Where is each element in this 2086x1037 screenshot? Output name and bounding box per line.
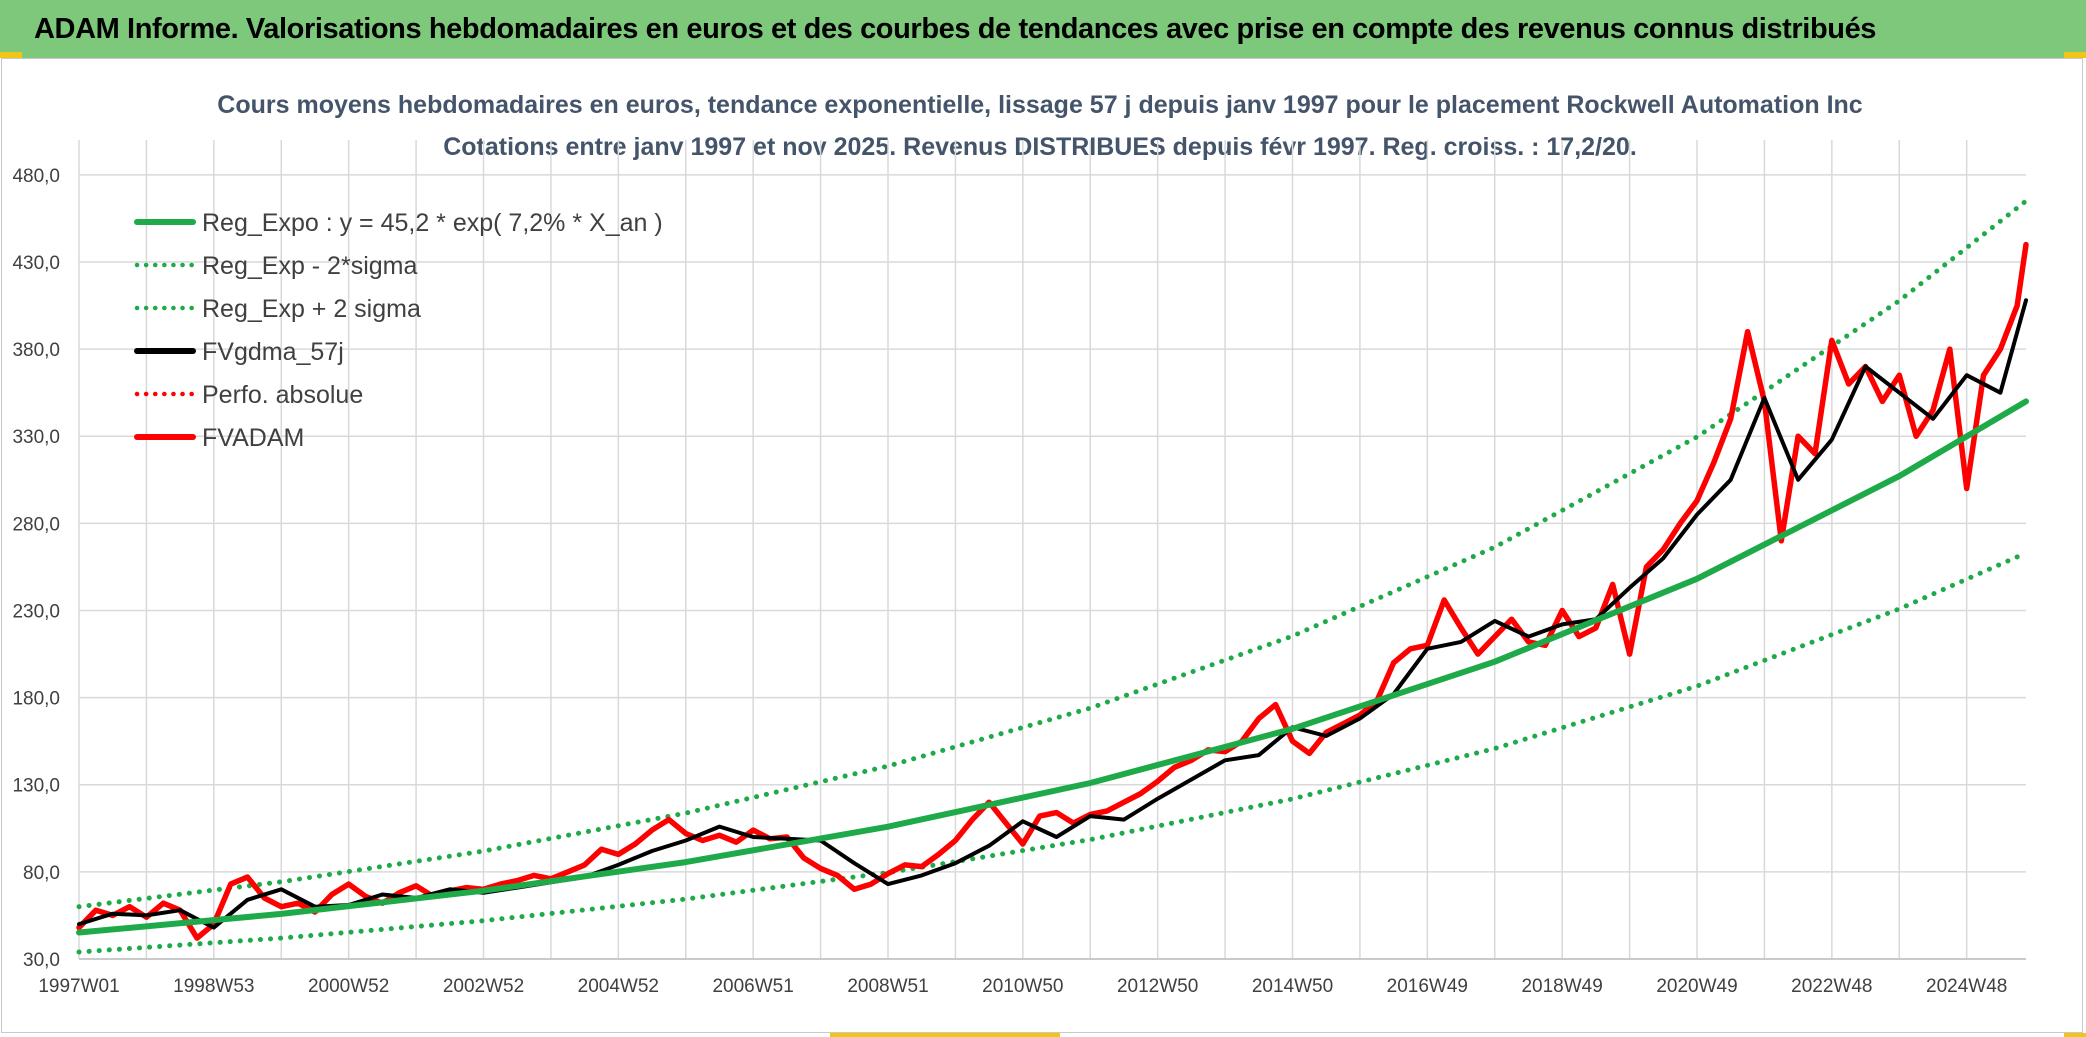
y-tick-label: 30,0: [23, 950, 60, 971]
corner-accent-bottom-middle: [830, 1033, 1060, 1037]
corner-accent-bottom-right: [2064, 1033, 2086, 1037]
legend-label: Reg_Exp + 2 sigma: [202, 295, 421, 323]
y-tick-label: 180,0: [12, 689, 60, 710]
x-tick-label: 2018W49: [1521, 976, 1602, 997]
x-tick-label: 2008W51: [847, 976, 928, 997]
chart-title: Cours moyens hebdomadaires en euros, ten…: [217, 91, 1862, 119]
axis-labels: 30,0 80,0 130,0 180,0 230,0 280,0 330,0 380,0 43…: [12, 166, 2026, 997]
series-lines: [76, 198, 2029, 955]
x-tick-label: 2012W50: [1117, 976, 1198, 997]
legend: Reg_Expo : y = 45,2 * exp( 7,2% * X_an )…: [134, 209, 663, 452]
chart-subtitle: Cotations entre janv 1997 et nov 2025. R…: [443, 133, 1637, 161]
x-tick-label: 2004W52: [578, 976, 659, 997]
corner-accent-top-left: [0, 52, 22, 58]
x-tick-label: 2014W50: [1252, 976, 1333, 997]
y-tick-label: 230,0: [12, 601, 60, 622]
corner-accent-top-right: [2064, 52, 2086, 58]
x-tick-label: 2000W52: [308, 976, 389, 997]
y-tick-label: 430,0: [12, 253, 60, 274]
x-tick-label: 2002W52: [443, 976, 524, 997]
report-banner: ADAM Informe. Valorisations hebdomadaire…: [0, 0, 2086, 58]
legend-label: Reg_Expo : y = 45,2 * exp( 7,2% * X_an ): [202, 209, 663, 237]
legend-label: FVgdma_57j: [202, 338, 344, 366]
x-tick-label: 2024W48: [1926, 976, 2007, 997]
legend-label: FVADAM: [202, 424, 304, 452]
x-tick-label: 2022W48: [1791, 976, 1872, 997]
fvadam-line: [76, 241, 2029, 941]
reg-minus-2sigma-line: [76, 550, 2029, 955]
y-tick-label: 280,0: [12, 514, 60, 535]
report-title: ADAM Informe. Valorisations hebdomadaire…: [34, 12, 1877, 45]
y-tick-label: 480,0: [12, 166, 60, 187]
legend-label: Reg_Exp - 2*sigma: [202, 252, 417, 280]
y-tick-label: 330,0: [12, 427, 60, 448]
reg-expo-line: [76, 398, 2029, 936]
y-tick-label: 380,0: [12, 340, 60, 361]
x-tick-label: 2016W49: [1387, 976, 1468, 997]
x-tick-label: 2006W51: [712, 976, 793, 997]
y-tick-label: 80,0: [23, 863, 60, 884]
x-tick-label: 2020W49: [1656, 976, 1737, 997]
x-tick-label: 1998W53: [173, 976, 254, 997]
x-tick-label: 2010W50: [982, 976, 1063, 997]
y-tick-label: 130,0: [12, 776, 60, 797]
legend-label: Perfo. absolue: [202, 381, 363, 409]
x-tick-label: 1997W01: [38, 976, 119, 997]
